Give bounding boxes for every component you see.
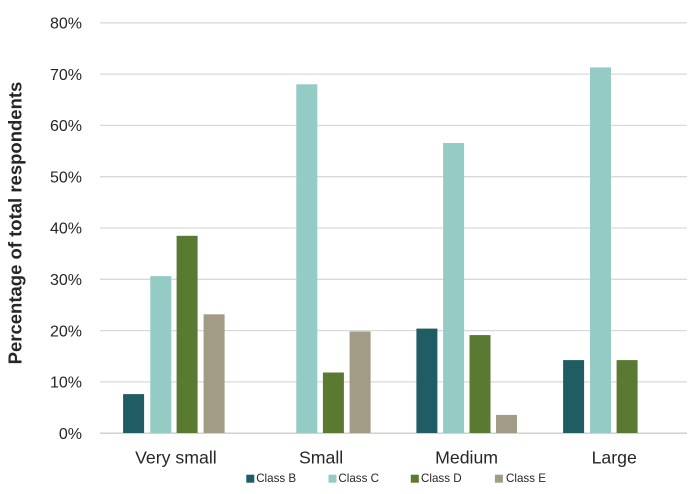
svg-text:Class E: Class E (506, 472, 546, 485)
svg-text:Large: Large (592, 447, 637, 467)
svg-text:20%: 20% (50, 323, 82, 340)
svg-text:Percentage of total respondent: Percentage of total respondents (5, 82, 26, 365)
svg-text:0%: 0% (59, 426, 82, 443)
svg-text:10%: 10% (50, 375, 82, 392)
svg-text:Small: Small (299, 447, 343, 467)
svg-text:70%: 70% (50, 67, 82, 84)
svg-text:40%: 40% (50, 221, 82, 238)
svg-text:Medium: Medium (435, 447, 498, 467)
svg-text:Class B: Class B (256, 472, 296, 485)
svg-text:50%: 50% (50, 169, 82, 186)
svg-text:Class D: Class D (421, 472, 462, 485)
svg-text:Very small: Very small (135, 447, 217, 467)
svg-text:60%: 60% (50, 118, 82, 135)
svg-text:30%: 30% (50, 272, 82, 289)
svg-text:Class C: Class C (338, 472, 379, 485)
svg-text:80%: 80% (50, 16, 82, 33)
